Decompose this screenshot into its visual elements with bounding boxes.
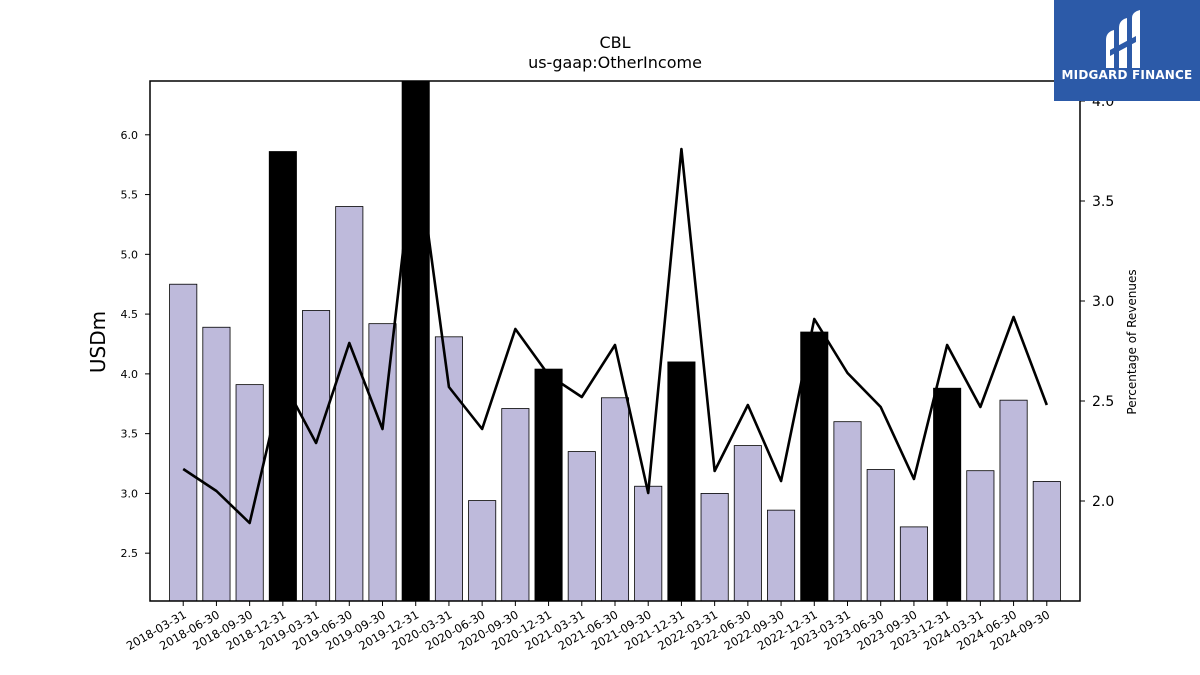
bar-2019-03-31 bbox=[302, 310, 331, 602]
y2-tick-label-2.5: 2.5 bbox=[1092, 394, 1114, 410]
bar-2023-03-31 bbox=[833, 421, 862, 602]
bar-2022-12-31 bbox=[800, 331, 829, 602]
y-tick-label-4.0: 4.0 bbox=[121, 368, 139, 381]
bar-2018-12-31 bbox=[268, 151, 297, 602]
bar-2020-12-31 bbox=[534, 368, 563, 602]
y2-tick-label-3.5: 3.5 bbox=[1092, 194, 1114, 210]
bar-2024-03-31 bbox=[966, 470, 995, 602]
y-axis-label: USDm bbox=[86, 311, 110, 373]
bar-2021-09-30 bbox=[634, 485, 663, 602]
y2-axis-label: Percentage of Revenues bbox=[1125, 269, 1139, 414]
bar-2019-06-30 bbox=[335, 206, 364, 602]
bar-2020-06-30 bbox=[468, 500, 497, 602]
bar-2023-12-31 bbox=[933, 387, 962, 602]
bar-2019-12-31 bbox=[401, 80, 430, 602]
bar-2018-06-30 bbox=[202, 326, 231, 602]
bar-2018-09-30 bbox=[235, 384, 264, 602]
logo-text: MIDGARD FINANCE bbox=[1061, 68, 1193, 82]
bar-2023-06-30 bbox=[866, 469, 895, 602]
y-tick-label-5.0: 5.0 bbox=[121, 248, 139, 261]
bar-2021-06-30 bbox=[600, 397, 630, 602]
bar-2019-09-30 bbox=[368, 323, 397, 602]
y-tick-label-5.5: 5.5 bbox=[121, 189, 139, 202]
bar-2022-06-30 bbox=[733, 445, 762, 602]
bar-2024-06-30 bbox=[999, 399, 1028, 602]
percentage-of-revenues-line bbox=[182, 139, 1049, 525]
y-tick-label-2.5: 2.5 bbox=[121, 547, 139, 560]
logo-mark-icon bbox=[1106, 10, 1140, 68]
bar-2020-03-31 bbox=[434, 336, 463, 602]
bar-2018-03-31 bbox=[169, 283, 198, 602]
y-tick-label-3.5: 3.5 bbox=[121, 428, 139, 441]
y2-tick-label-2.0: 2.0 bbox=[1092, 494, 1114, 510]
y2-tick-label-3.0: 3.0 bbox=[1092, 294, 1114, 310]
bar-2022-03-31 bbox=[700, 493, 729, 602]
y-tick-label-3.0: 3.0 bbox=[121, 487, 139, 500]
y-tick-label-6.0: 6.0 bbox=[121, 129, 139, 142]
y-tick-label-4.5: 4.5 bbox=[121, 308, 139, 321]
bar-2021-12-31 bbox=[667, 361, 696, 602]
bar-2024-09-30 bbox=[1032, 481, 1061, 602]
bar-2022-09-30 bbox=[767, 509, 796, 602]
bar-2020-09-30 bbox=[501, 408, 530, 602]
bar-2023-09-30 bbox=[899, 526, 928, 602]
midgard-finance-logo: MIDGARD FINANCE bbox=[1054, 0, 1200, 101]
chart-title: CBL bbox=[599, 33, 630, 52]
chart-subtitle: us-gaap:OtherIncome bbox=[528, 53, 702, 72]
bar-2021-03-31 bbox=[567, 451, 596, 602]
